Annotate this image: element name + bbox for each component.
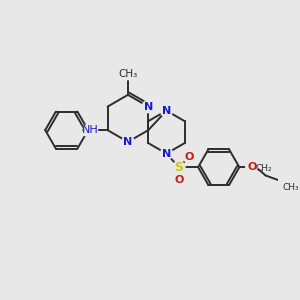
- Circle shape: [142, 100, 154, 113]
- Text: CH₃: CH₃: [282, 183, 298, 192]
- Text: O: O: [247, 162, 256, 172]
- Text: N: N: [144, 102, 153, 112]
- Text: N: N: [162, 148, 171, 159]
- Text: S: S: [174, 161, 183, 174]
- Circle shape: [160, 105, 172, 117]
- Text: O: O: [184, 152, 194, 162]
- Text: N: N: [162, 106, 171, 116]
- Circle shape: [173, 161, 185, 173]
- Text: N: N: [123, 137, 133, 147]
- Circle shape: [173, 173, 185, 186]
- Circle shape: [122, 136, 134, 148]
- Circle shape: [183, 151, 195, 163]
- Circle shape: [160, 148, 172, 160]
- Text: CH₂: CH₂: [256, 164, 272, 173]
- Text: CH₃: CH₃: [118, 69, 138, 79]
- Circle shape: [246, 161, 258, 173]
- Text: O: O: [174, 175, 184, 184]
- Text: NH: NH: [82, 125, 99, 135]
- FancyBboxPatch shape: [83, 125, 98, 135]
